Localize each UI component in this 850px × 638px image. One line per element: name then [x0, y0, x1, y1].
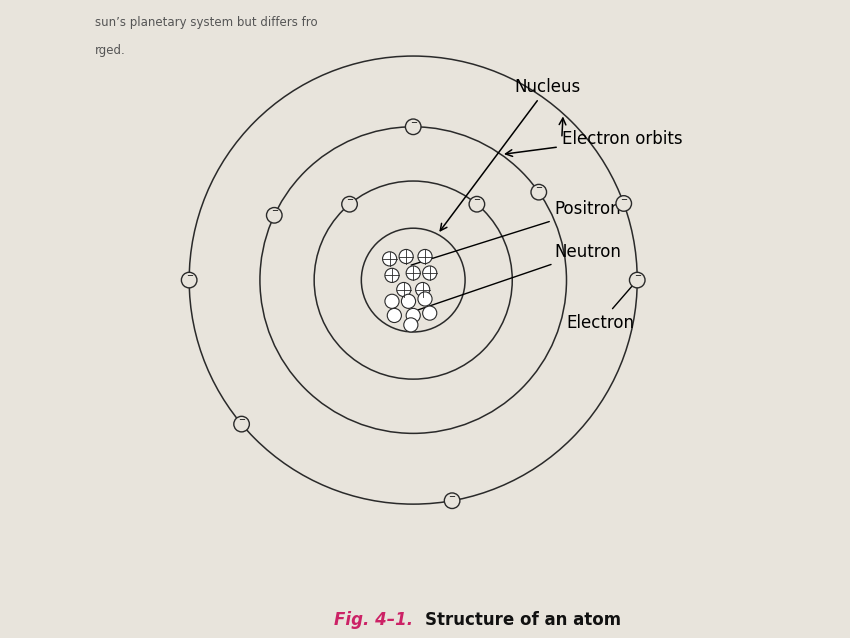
Circle shape [616, 196, 632, 211]
Circle shape [422, 306, 437, 320]
Text: −: − [473, 195, 480, 204]
Circle shape [416, 283, 430, 297]
Text: Electron: Electron [566, 282, 636, 332]
Circle shape [531, 184, 547, 200]
Circle shape [418, 292, 432, 306]
Text: sun’s planetary system but differs fro: sun’s planetary system but differs fro [95, 16, 317, 29]
Circle shape [382, 252, 397, 266]
Circle shape [388, 308, 401, 323]
Text: −: − [449, 492, 456, 501]
Text: rged.: rged. [95, 44, 126, 57]
Circle shape [469, 197, 484, 212]
Text: Neutron: Neutron [418, 243, 621, 310]
Circle shape [401, 294, 416, 308]
Text: Electron orbits: Electron orbits [506, 130, 683, 156]
Circle shape [406, 266, 420, 280]
Text: −: − [410, 118, 416, 127]
Circle shape [422, 266, 437, 280]
Circle shape [397, 283, 411, 297]
Circle shape [181, 272, 197, 288]
Circle shape [630, 272, 645, 288]
Text: −: − [346, 195, 353, 204]
Text: −: − [536, 183, 542, 193]
Text: Structure of an atom: Structure of an atom [425, 611, 621, 628]
Text: −: − [271, 207, 278, 216]
Circle shape [418, 249, 432, 263]
Circle shape [445, 493, 460, 508]
Text: −: − [634, 271, 641, 280]
Text: Nucleus: Nucleus [440, 78, 581, 231]
Text: Positron: Positron [411, 200, 621, 265]
Circle shape [342, 197, 357, 212]
Circle shape [234, 417, 249, 432]
Text: −: − [185, 271, 193, 280]
Circle shape [385, 269, 399, 283]
Circle shape [399, 249, 413, 263]
Circle shape [385, 294, 399, 308]
Circle shape [267, 207, 282, 223]
Circle shape [406, 308, 420, 323]
Circle shape [405, 119, 421, 135]
Circle shape [404, 318, 418, 332]
Text: −: − [238, 415, 245, 424]
Text: −: − [620, 195, 627, 204]
Text: Fig. 4–1.: Fig. 4–1. [334, 611, 425, 628]
